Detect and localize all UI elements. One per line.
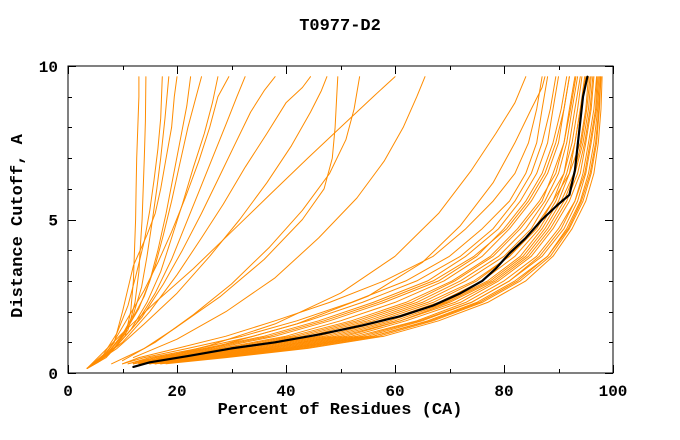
plot-border bbox=[67, 65, 614, 374]
model-curve-bundle-1 bbox=[122, 76, 549, 365]
model-curve-bundle-24 bbox=[138, 76, 577, 365]
x-tick-label: 60 bbox=[385, 383, 404, 401]
model-curve-fan-2 bbox=[86, 76, 147, 369]
model-curve-mid-7 bbox=[149, 76, 527, 362]
x-tick-label: 0 bbox=[63, 383, 73, 401]
x-tick-label: 20 bbox=[167, 383, 186, 401]
model-curve-bundle-17 bbox=[143, 76, 586, 365]
model-curve-bundle-26 bbox=[149, 76, 591, 365]
chart-title: T0977-D2 bbox=[299, 17, 381, 36]
model-curve-bundle-20 bbox=[160, 76, 601, 365]
axis-ticks bbox=[68, 66, 614, 374]
model-curve-bundle-9 bbox=[149, 76, 595, 365]
model-curve-bundle-25 bbox=[143, 76, 583, 365]
model-curve-bundle-7 bbox=[143, 76, 589, 365]
model-curve-bundle-13 bbox=[160, 76, 602, 365]
x-tick-label: 40 bbox=[276, 383, 295, 401]
model-curve-mid-1 bbox=[86, 76, 328, 369]
model-curve-fan-11 bbox=[86, 76, 163, 369]
model-curve-fan-7 bbox=[86, 76, 276, 369]
best-model-curve bbox=[132, 75, 589, 368]
model-curve-bundle-2 bbox=[127, 76, 559, 365]
model-curve-mid-5 bbox=[132, 76, 426, 359]
model-curve-bundle-12 bbox=[154, 76, 600, 365]
model-curve-mid-4 bbox=[122, 76, 361, 362]
x-tick-label: 80 bbox=[494, 383, 513, 401]
model-curve-mid-6 bbox=[154, 76, 546, 362]
model-curve-fan-12 bbox=[86, 76, 202, 369]
x-axis-label: Percent of Residues (CA) bbox=[218, 401, 463, 420]
model-curve-bundle-10 bbox=[149, 76, 598, 365]
model-curve-bundle-4 bbox=[132, 76, 576, 365]
model-curve-bundle-5 bbox=[138, 76, 581, 365]
y-tick-label: 10 bbox=[39, 59, 58, 77]
y-tick-label: 5 bbox=[48, 213, 58, 231]
model-curve-mid-2 bbox=[86, 76, 396, 369]
model-curve-bundle-18 bbox=[149, 76, 594, 365]
model-curves bbox=[86, 75, 603, 369]
model-curve-bundle-22 bbox=[165, 76, 603, 365]
model-curve-bundle-19 bbox=[154, 76, 598, 365]
model-curve-fan-8 bbox=[89, 76, 311, 368]
model-curve-fan-10 bbox=[86, 76, 230, 369]
x-tick-label: 100 bbox=[599, 383, 628, 401]
model-curve-bundle-15 bbox=[132, 76, 568, 365]
model-curve-bundle-21 bbox=[122, 76, 543, 365]
axis-tick-labels: 0 20 40 60 80 100 0 5 10 bbox=[39, 59, 628, 401]
model-curve-fan-3 bbox=[86, 76, 170, 369]
y-axis-label: Distance Cutoff, A bbox=[9, 133, 28, 317]
model-curve-fan-4 bbox=[86, 76, 192, 369]
y-tick-label: 0 bbox=[48, 366, 58, 384]
model-curve-bundle-3 bbox=[132, 76, 570, 365]
model-curve-bundle-23 bbox=[132, 76, 570, 365]
